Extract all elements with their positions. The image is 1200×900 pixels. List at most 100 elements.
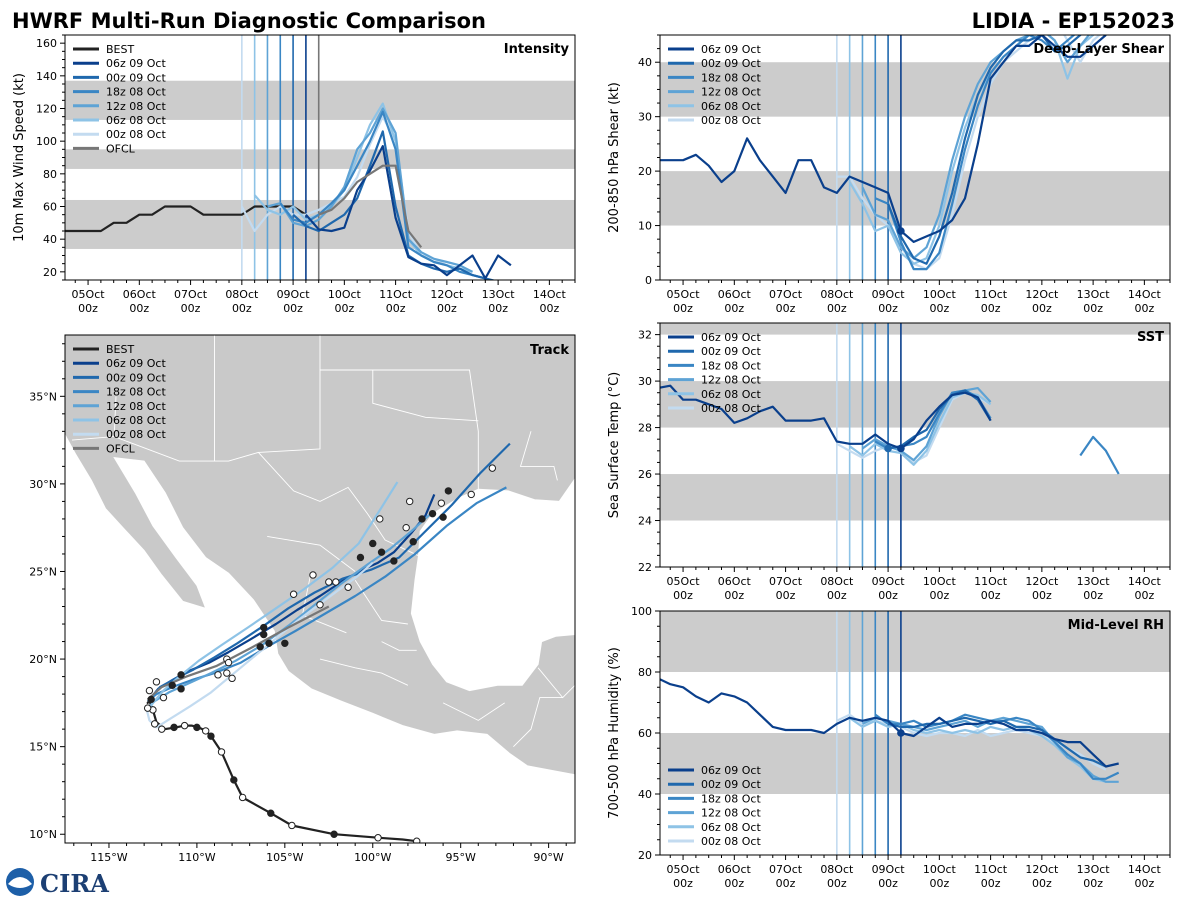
intensity-panel: 05Oct00z06Oct00z07Oct00z08Oct00z09Oct00z…: [12, 34, 576, 315]
x-tick-label: 11Oct: [974, 575, 1008, 588]
political-border: [267, 535, 356, 572]
y-tick-label: 40: [638, 56, 652, 69]
x-tick-label: 10Oct: [923, 863, 957, 876]
x-tick-label: 00z: [334, 302, 354, 315]
x-tick-label: 00z: [929, 302, 949, 315]
political-border: [258, 369, 479, 490]
y-tick-label: 0: [645, 274, 652, 287]
track-position-marker: [147, 695, 155, 704]
track-position-marker: [413, 837, 421, 843]
x-tick-label: 06Oct: [718, 863, 752, 876]
track-position-marker: [152, 678, 161, 686]
rh-plot-area: [660, 611, 1170, 855]
lat-tick-label: 10°N: [29, 828, 57, 841]
y-tick-label: 140: [36, 70, 57, 83]
sst-panel: 05Oct00z06Oct00z07Oct00z08Oct00z09Oct00z…: [607, 322, 1171, 602]
x-tick-label: 14Oct: [1128, 863, 1162, 876]
track-position-marker: [356, 553, 365, 562]
legend-label: 00z 08 Oct: [701, 835, 761, 848]
land-mass: [65, 335, 575, 776]
panel-title: Intensity: [504, 42, 570, 57]
x-tick-label: 00z: [78, 302, 98, 315]
x-tick-label: 11Oct: [974, 863, 1008, 876]
political-border: [113, 396, 117, 437]
political-border: [537, 667, 575, 699]
track-panel: 115°W 110°W 105°W 100°W 95°W 90°W 10°N 15°N 20°N…: [29, 334, 576, 864]
legend-label: 00z 08 Oct: [106, 128, 166, 141]
political-border: [381, 641, 417, 651]
track-position-marker: [150, 720, 159, 728]
x-tick-label: 00z: [1032, 877, 1052, 890]
x-tick-label: 00z: [283, 302, 303, 315]
threshold-band: [660, 611, 1170, 672]
y-tick-label: 22: [638, 561, 652, 574]
legend-label: 00z 08 Oct: [701, 402, 761, 415]
track-position-marker: [223, 669, 231, 677]
cira-logo-text: CIRA: [40, 869, 109, 898]
x-tick-label: 00z: [981, 302, 1001, 315]
y-axis-label: Sea Surface Temp (°C): [607, 372, 622, 519]
lon-tick-label: 90°W: [533, 851, 563, 864]
track-position-marker: [289, 590, 298, 598]
political-border: [319, 658, 409, 686]
x-tick-label: 00z: [673, 589, 693, 602]
series-line: [660, 384, 992, 450]
x-tick-label: 00z: [437, 302, 457, 315]
track-line: [146, 605, 330, 701]
y-tick-label: 20: [638, 165, 652, 178]
x-tick-label: 10Oct: [328, 288, 362, 301]
x-tick-label: 00z: [878, 877, 898, 890]
track-position-marker: [143, 704, 152, 712]
lon-tick-label: 105°W: [266, 851, 303, 864]
x-tick-label: 12Oct: [1025, 288, 1059, 301]
legend-label: 18z 08 Oct: [106, 386, 166, 399]
series-line: [861, 35, 1091, 260]
political-border: [71, 436, 419, 557]
legend-label: 12z 08 Oct: [701, 807, 761, 820]
track-position-marker: [369, 539, 377, 548]
political-border: [354, 579, 408, 625]
x-tick-label: 00z: [1083, 877, 1103, 890]
track-position-marker: [158, 725, 166, 733]
track-position-marker: [330, 830, 338, 838]
y-tick-label: 60: [638, 727, 652, 740]
track-position-marker: [145, 686, 154, 695]
init-marker: [884, 444, 892, 453]
legend-label: 00z 09 Oct: [701, 778, 761, 791]
x-tick-label: 00z: [878, 302, 898, 315]
x-tick-label: 10Oct: [923, 575, 957, 588]
x-tick-label: 00z: [724, 589, 744, 602]
threshold-band: [660, 62, 1170, 117]
track-position-marker: [238, 793, 247, 802]
y-tick-label: 100: [36, 135, 57, 148]
track-position-marker: [332, 578, 340, 586]
x-tick-label: 10Oct: [923, 288, 957, 301]
track-position-marker: [288, 821, 296, 830]
track-position-marker: [281, 639, 289, 648]
x-tick-label: 11Oct: [974, 288, 1008, 301]
political-border: [519, 431, 558, 481]
x-tick-label: 00z: [776, 302, 796, 315]
legend-label: 18z 08 Oct: [106, 86, 166, 99]
lon-tick-label: 100°W: [354, 851, 391, 864]
legend-label: 06z 09 Oct: [701, 764, 761, 777]
series-line: [874, 35, 1076, 271]
track-position-marker: [207, 732, 215, 740]
legend-label: 06z 09 Oct: [701, 331, 761, 344]
series-line: [861, 387, 992, 462]
y-axis-label: 700-500 hPa Humidity (%): [607, 647, 622, 819]
x-tick-label: 06Oct: [718, 575, 752, 588]
x-tick-label: 09Oct: [872, 863, 906, 876]
cira-logo: CIRA: [6, 868, 109, 898]
x-tick-label: 00z: [981, 877, 1001, 890]
y-tick-label: 40: [43, 233, 57, 246]
y-tick-label: 10: [638, 220, 652, 233]
track-position-marker: [193, 723, 201, 732]
x-tick-label: 06Oct: [123, 288, 157, 301]
track-position-marker: [256, 643, 264, 651]
x-tick-label: 00z: [1032, 302, 1052, 315]
